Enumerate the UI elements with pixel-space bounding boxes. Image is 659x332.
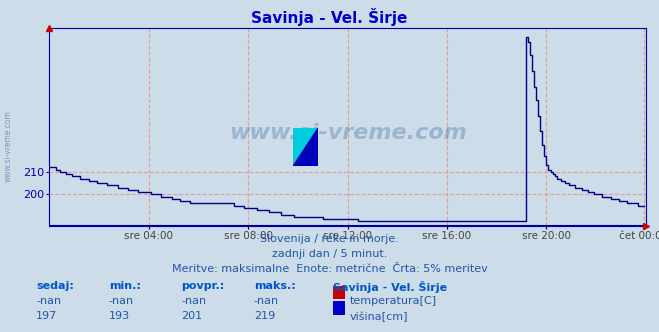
Text: -nan: -nan xyxy=(254,296,279,306)
Text: www.si-vreme.com: www.si-vreme.com xyxy=(229,123,467,143)
Text: 219: 219 xyxy=(254,311,275,321)
Text: Slovenija / reke in morje.: Slovenija / reke in morje. xyxy=(260,234,399,244)
Text: -nan: -nan xyxy=(181,296,206,306)
Text: povpr.:: povpr.: xyxy=(181,281,225,290)
Polygon shape xyxy=(293,128,318,166)
Text: Savinja - Vel. Širje: Savinja - Vel. Širje xyxy=(333,281,447,292)
Text: 197: 197 xyxy=(36,311,57,321)
Text: 201: 201 xyxy=(181,311,202,321)
Text: višina[cm]: višina[cm] xyxy=(350,311,409,322)
Text: maks.:: maks.: xyxy=(254,281,295,290)
Text: www.si-vreme.com: www.si-vreme.com xyxy=(3,110,13,182)
Text: sedaj:: sedaj: xyxy=(36,281,74,290)
Text: temperatura[C]: temperatura[C] xyxy=(350,296,437,306)
Text: min.:: min.: xyxy=(109,281,140,290)
Polygon shape xyxy=(293,128,318,166)
Text: 193: 193 xyxy=(109,311,130,321)
Text: -nan: -nan xyxy=(36,296,61,306)
Text: Meritve: maksimalne  Enote: metrične  Črta: 5% meritev: Meritve: maksimalne Enote: metrične Črta… xyxy=(171,264,488,274)
Text: Savinja - Vel. Širje: Savinja - Vel. Širje xyxy=(251,8,408,26)
Text: -nan: -nan xyxy=(109,296,134,306)
Text: zadnji dan / 5 minut.: zadnji dan / 5 minut. xyxy=(272,249,387,259)
